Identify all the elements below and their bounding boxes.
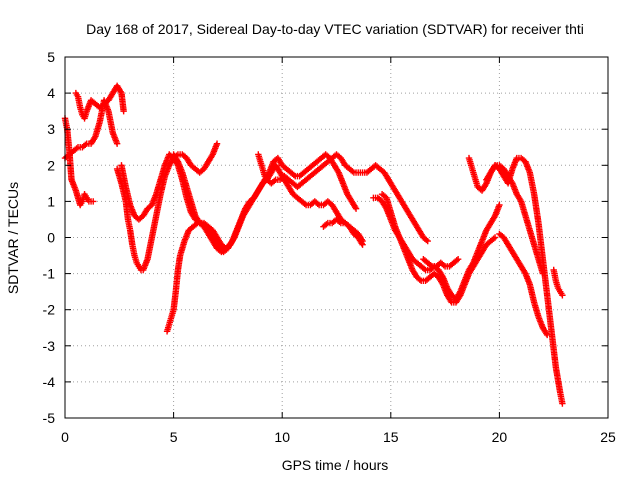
y-tick-label: 3 — [47, 121, 55, 137]
x-tick-label: 15 — [383, 429, 399, 445]
x-tick-labels: 0 5 10 15 20 25 — [61, 429, 616, 445]
x-axis-label: GPS time / hours — [282, 457, 389, 473]
data-point — [120, 107, 127, 115]
y-tick-label: 0 — [47, 230, 55, 246]
data-point — [454, 255, 462, 263]
y-tick-label: 5 — [47, 49, 55, 65]
y-tick-label: -5 — [43, 410, 56, 426]
data-point — [113, 140, 121, 147]
y-tick-label: 1 — [47, 193, 55, 209]
x-tick-label: 5 — [170, 429, 178, 445]
grid-lines — [65, 57, 608, 418]
data-point — [352, 205, 360, 212]
x-tick-label: 20 — [492, 429, 508, 445]
y-axis-label: SDTVAR / TECUs — [5, 182, 21, 294]
y-tick-label: -4 — [43, 374, 56, 390]
x-tick-label: 10 — [274, 429, 290, 445]
data-point — [496, 201, 503, 209]
data-point — [424, 237, 431, 245]
data-point — [491, 234, 499, 241]
x-tick-label: 0 — [61, 429, 69, 445]
y-tick-label: 2 — [47, 157, 55, 173]
data-point — [90, 198, 97, 205]
data-point — [559, 292, 566, 299]
chart-title: Day 168 of 2017, Sidereal Day-to-day VTE… — [86, 21, 584, 37]
data-point — [543, 331, 551, 339]
data-point — [213, 140, 221, 147]
axis-ticks — [64, 56, 609, 419]
data-points — [61, 82, 566, 407]
y-tick-labels: -5 -4 -3 -2 -1 0 1 2 3 4 5 — [43, 49, 56, 426]
y-tick-label: 4 — [47, 85, 55, 101]
y-tick-label: -1 — [43, 266, 56, 282]
x-tick-label: 25 — [600, 429, 616, 445]
y-tick-label: -2 — [43, 302, 56, 318]
y-tick-label: -3 — [43, 338, 56, 354]
data-point — [359, 241, 366, 248]
data-point — [559, 400, 566, 407]
